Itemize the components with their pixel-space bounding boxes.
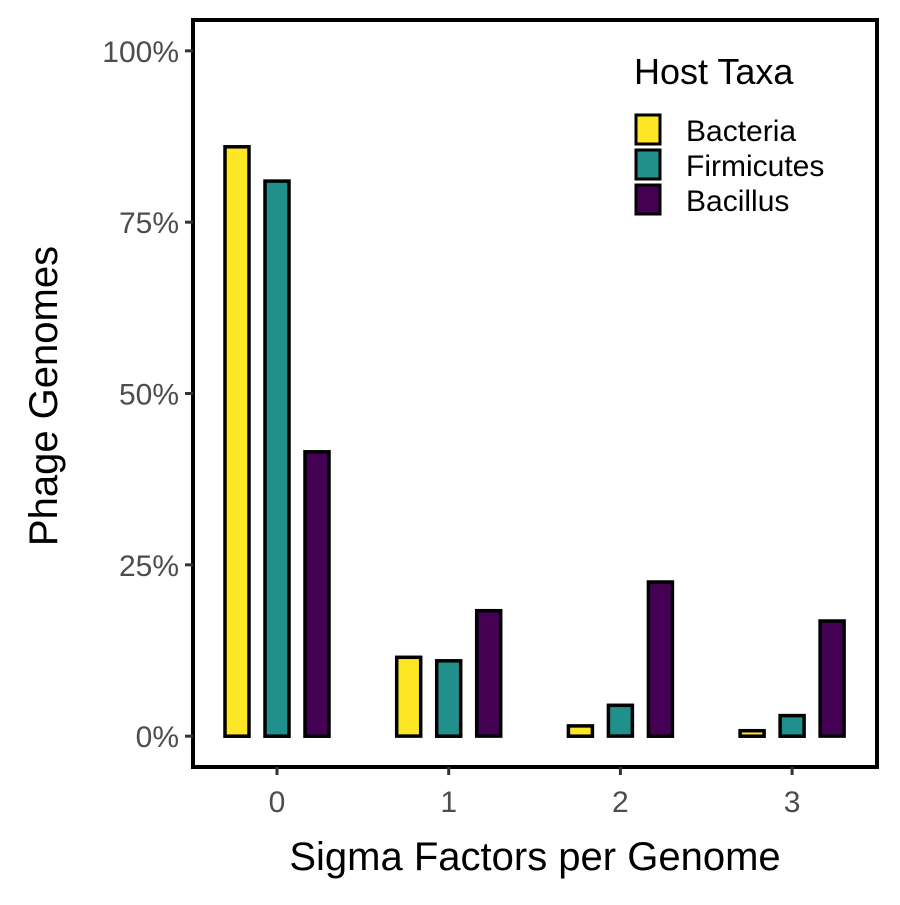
legend-key-firmicutes: [634, 148, 662, 181]
bar-bacteria-0: [223, 145, 251, 738]
x-tick-label: 0: [269, 786, 286, 819]
legend-title: Host Taxa: [634, 51, 794, 92]
legend-label-bacillus: Bacillus: [686, 185, 789, 218]
y-tick-label: 100%: [102, 36, 179, 69]
y-tick-label: 75%: [119, 207, 179, 240]
bar-bacteria-3: [738, 728, 766, 738]
y-axis-title: Phage Genomes: [22, 246, 66, 546]
bar-bacillus-0: [303, 450, 331, 738]
bar-firmicutes-1: [434, 659, 463, 738]
legend-key-bacteria: [634, 113, 662, 146]
x-axis-title: Sigma Factors per Genome: [289, 835, 780, 879]
x-tick-label: 3: [784, 786, 801, 819]
bar-bacillus-2: [646, 580, 675, 738]
bar-firmicutes-0: [263, 179, 291, 738]
y-tick-label: 0%: [136, 721, 179, 754]
legend-label-firmicutes: Firmicutes: [686, 150, 824, 183]
axes-layer: 0% 25% 50% 75% 100% 0 1 2 3: [102, 18, 879, 819]
bar-firmicutes-2: [606, 703, 635, 738]
x-tick-label: 1: [440, 786, 457, 819]
bar-firmicutes-3: [778, 713, 806, 738]
bar-bacteria-1: [394, 655, 423, 738]
y-tick-label: 50%: [119, 379, 179, 412]
bar-bacillus-1: [474, 608, 503, 738]
y-tick-label: 25%: [119, 550, 179, 583]
legend-label-bacteria: Bacteria: [686, 115, 796, 148]
bar-bacillus-3: [818, 619, 846, 738]
legend-key-bacillus: [634, 183, 662, 216]
bar-bacteria-2: [566, 724, 595, 738]
bars-layer: [223, 145, 846, 738]
x-tick-label: 2: [612, 786, 629, 819]
